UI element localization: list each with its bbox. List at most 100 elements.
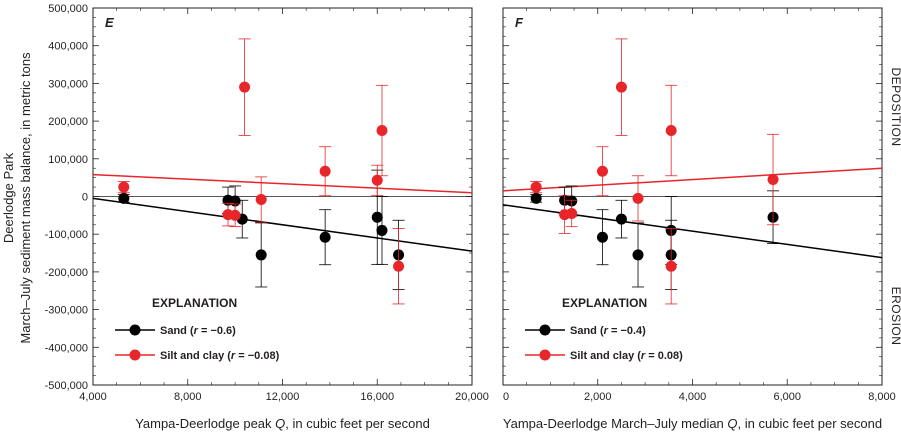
data-marker — [255, 249, 267, 261]
y-tick-label: 400,000 — [48, 41, 88, 53]
data-marker — [566, 207, 578, 219]
data-marker — [530, 181, 542, 193]
data-marker — [255, 194, 267, 206]
data-marker — [665, 260, 677, 272]
x-axis-title-part: Yampa-Deerlodge peak — [135, 416, 275, 431]
y-tick-label: 300,000 — [48, 78, 88, 90]
panel-e: -500,000 -400,000 -300,000 -200,000 -100,000… — [45, 3, 489, 431]
silt-clay-series — [117, 38, 405, 305]
y-axis-title: Deerlodge Park March–July sediment mass … — [1, 52, 33, 344]
x-tick-label: 16,000 — [360, 391, 394, 403]
silt-clay-point — [392, 228, 405, 305]
silt-clay-trend-line — [92, 173, 473, 194]
silt-clay-point — [530, 181, 543, 194]
sand-point — [615, 199, 628, 239]
legend-label-part: Sand ( — [570, 325, 604, 337]
silt-clay-point — [238, 38, 251, 136]
sand-trend-line — [92, 197, 473, 252]
x-tick-label: 4,000 — [679, 391, 707, 403]
x-tick-label: 12,000 — [266, 391, 300, 403]
x-tick-label: 0 — [503, 391, 509, 403]
deposition-label: DEPOSITION — [889, 67, 901, 146]
legend-label-part: Silt and clay ( — [570, 350, 641, 362]
data-marker — [615, 81, 627, 93]
x-tick-label: 20,000 — [455, 391, 489, 403]
legend-label-part: = −0.4) — [608, 325, 646, 337]
data-marker — [239, 81, 251, 93]
panel-letter: F — [515, 15, 524, 30]
legend-label-part: r — [604, 325, 609, 337]
sand-series — [530, 185, 780, 291]
legend-marker — [539, 349, 551, 361]
panel-letter: E — [105, 15, 114, 30]
legend-label: Silt and clay (r = 0.08) — [570, 350, 683, 362]
silt-clay-point — [375, 84, 388, 177]
legend-label-part: Silt and clay ( — [160, 350, 231, 362]
data-marker — [376, 125, 388, 137]
x-tick-label: 6,000 — [773, 391, 801, 403]
legend-marker — [129, 349, 141, 361]
y-tick-label: -200,000 — [45, 267, 88, 279]
data-marker — [371, 174, 383, 186]
sand-point — [375, 196, 388, 265]
x-axis-title-part: Q — [727, 416, 737, 431]
legend-label: Sand (r = −0.4) — [570, 325, 646, 337]
sand-point — [255, 222, 268, 288]
x-tick-label: 2,000 — [584, 391, 612, 403]
x-axis-title: Yampa-Deerlodge peak Q, in cubic feet pe… — [135, 416, 430, 431]
silt-clay-series — [530, 38, 780, 305]
x-axis-title-part: Q — [275, 416, 285, 431]
legend-label-part: r — [641, 350, 646, 362]
x-axis-title-part: , in cubic feet per second — [285, 416, 430, 431]
sand-point — [319, 209, 332, 266]
legend-label-part: = 0.08) — [645, 350, 683, 362]
data-marker — [319, 165, 331, 177]
sand-series — [117, 169, 405, 291]
side-labels: DEPOSITION EROSION — [889, 67, 901, 345]
legend-marker — [539, 324, 551, 336]
sand-point — [117, 192, 130, 204]
silt-clay-point — [665, 84, 678, 177]
data-marker — [319, 231, 331, 243]
data-marker — [632, 249, 644, 261]
y-tick-label: 100,000 — [48, 154, 88, 166]
legend-title: EXPLANATION — [152, 296, 237, 310]
data-marker — [615, 213, 627, 225]
sand-point — [632, 222, 645, 288]
x-tick-label: 4,000 — [79, 391, 107, 403]
x-axis-title-part: Yampa-Deerlodge March–July median — [503, 416, 727, 431]
legend-marker — [129, 324, 141, 336]
silt-clay-point — [371, 164, 384, 196]
data-marker — [767, 174, 779, 186]
legend-label-part: r — [231, 350, 236, 362]
legend-title: EXPLANATION — [562, 296, 647, 310]
silt-clay-point — [615, 38, 628, 136]
x-tick-label: 8,000 — [868, 391, 896, 403]
legend-label-part: Sand ( — [160, 325, 194, 337]
y-tick-label: -400,000 — [45, 342, 88, 354]
legend-label-part: = −0.6) — [198, 325, 236, 337]
panel-f: 0 2,000 4,000 6,000 8,000 Yampa-Deerlodge Mar… — [502, 7, 896, 431]
y-tick-label: 0 — [82, 192, 88, 204]
silt-clay-point — [255, 176, 268, 223]
y-axis-title-line2: March–July sediment mass balance, in met… — [18, 52, 33, 344]
data-marker — [229, 209, 241, 221]
silt-clay-point — [665, 228, 678, 305]
silt-clay-point — [632, 175, 645, 222]
x-axis-title: Yampa-Deerlodge March–July median Q, in … — [503, 416, 882, 431]
data-marker — [632, 192, 644, 204]
data-marker — [393, 260, 405, 272]
data-marker — [118, 192, 130, 204]
y-tick-label: -100,000 — [45, 229, 88, 241]
x-tick-label: 8,000 — [174, 391, 202, 403]
data-marker — [371, 211, 383, 223]
data-marker — [596, 165, 608, 177]
data-marker — [665, 125, 677, 137]
sand-point — [596, 209, 609, 266]
legend-label-part: r — [194, 325, 199, 337]
data-marker — [530, 192, 542, 204]
silt-clay-point — [319, 146, 332, 197]
sand-point — [530, 192, 543, 204]
